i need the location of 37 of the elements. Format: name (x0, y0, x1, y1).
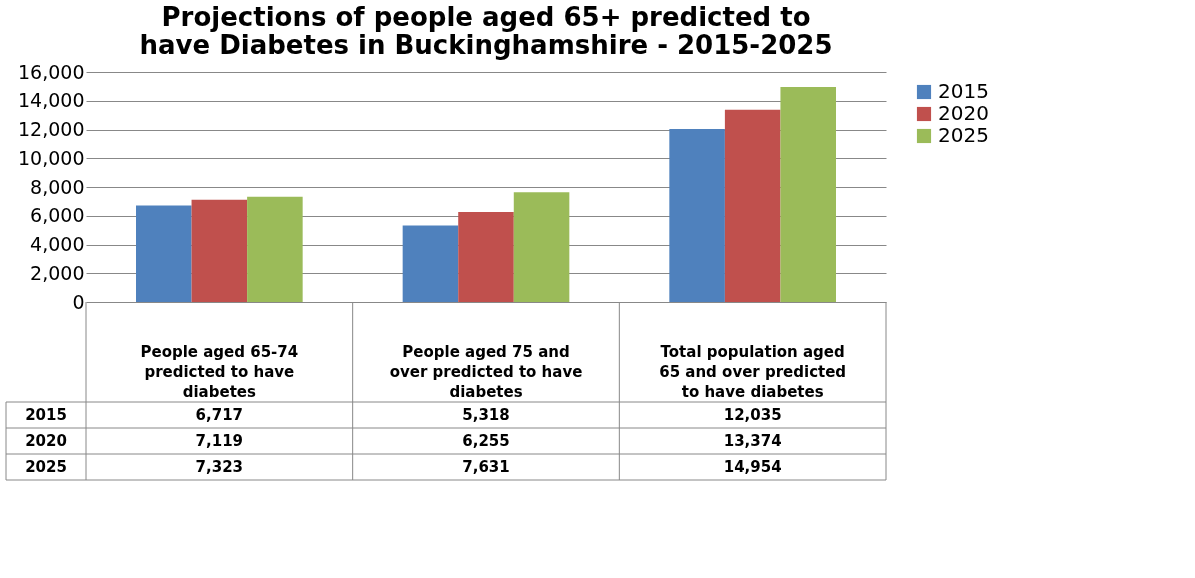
y-tick-label: 10,000 (18, 146, 85, 169)
data-label: 7,631 (462, 458, 510, 476)
bar (136, 205, 192, 302)
chart-title: Projections of people aged 65+ predicted to have Diabetes in Buckinghamshire - 2015-2025 (139, 2, 833, 60)
y-tick-label: 14,000 (18, 89, 85, 112)
bar (247, 196, 303, 302)
x-tick-label: People aged 65-74 predicted to have diabetes (140, 343, 299, 401)
bar (513, 192, 570, 302)
y-tick-label: 6,000 (30, 204, 85, 227)
bar (458, 212, 514, 302)
data-label: 7,323 (195, 458, 244, 476)
bar (780, 87, 836, 302)
bar (669, 129, 725, 302)
legend-label: 2025 (938, 123, 989, 147)
y-tick-label: 4,000 (30, 233, 85, 255)
bar (191, 199, 248, 302)
x-tick-label: Total population aged 65 and over predicted to have diabetes (659, 343, 847, 401)
data-label: 6,255 (462, 432, 510, 450)
bar (402, 225, 459, 302)
data-label: 13,374 (723, 432, 782, 450)
text: 2020 (25, 432, 67, 450)
y-tick-label: 12,000 (18, 118, 85, 140)
y-tick-label: 16,000 (18, 60, 85, 83)
text: 2025 (25, 458, 67, 476)
text: 2015 (25, 406, 67, 424)
bar (724, 109, 781, 302)
legend-label: 2015 (938, 79, 989, 103)
data-label: 6,717 (195, 406, 244, 424)
data-label: 12,035 (723, 406, 782, 424)
y-tick-label: 0 (72, 290, 85, 313)
data-label: 14,954 (723, 458, 782, 476)
data-label: 7,119 (195, 432, 244, 450)
y-tick-label: 8,000 (30, 175, 85, 198)
y-tick-label: 2,000 (30, 261, 85, 284)
x-tick-label: People aged 75 and over predicted to have diabetes (389, 343, 583, 401)
legend-label: 2020 (938, 101, 989, 125)
data-label: 5,318 (462, 406, 510, 424)
